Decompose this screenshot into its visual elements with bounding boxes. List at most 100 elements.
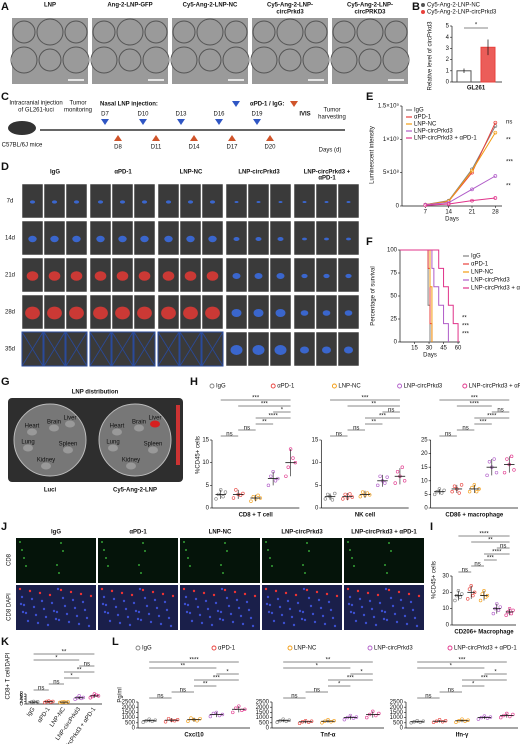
- y-tick-label: 1.5×10⁹: [378, 103, 400, 110]
- nucleus: [26, 619, 30, 623]
- survival-curve: [400, 249, 449, 342]
- sig-label: ns: [448, 687, 454, 693]
- nucleus: [136, 617, 140, 621]
- y-tick-label: 5×10⁸: [383, 169, 400, 176]
- dish-caption: Cy5-Ang-2-LNP: [113, 488, 157, 494]
- nucleus: [81, 600, 85, 604]
- luminescence: [73, 200, 80, 204]
- cd8-cell: [386, 572, 388, 574]
- nucleus: [362, 613, 366, 617]
- y-tick-label: 0: [206, 506, 210, 512]
- particle: [358, 48, 382, 72]
- nucleus: [243, 592, 247, 596]
- nucleus: [24, 611, 28, 615]
- nucleus: [368, 599, 372, 603]
- nucleus: [321, 614, 325, 618]
- luminescence: [345, 273, 352, 279]
- y-tick-label: 25: [390, 317, 397, 323]
- nucleus: [231, 620, 235, 624]
- particle: [304, 20, 328, 44]
- data-point: [343, 492, 347, 497]
- nucleus: [79, 592, 83, 596]
- legend-label: LNP-circPrkd3: [414, 129, 453, 135]
- day-label: D7: [101, 112, 109, 118]
- cd8-cell: [308, 550, 310, 552]
- luminescence: [50, 235, 59, 243]
- luminescence: [234, 201, 239, 203]
- legend-marker: [135, 645, 141, 651]
- cd8-cell: [144, 550, 146, 552]
- sig-label: **: [371, 401, 376, 407]
- nucleus: [169, 624, 173, 628]
- legend-label: IgG: [471, 254, 481, 260]
- sig-label: ***: [462, 324, 470, 330]
- nasal-marker: [253, 119, 261, 125]
- luminescence: [72, 235, 81, 243]
- nucleus: [391, 604, 395, 608]
- y-axis-label: %CD45+ cells: [432, 561, 438, 599]
- nucleus: [301, 610, 305, 614]
- nucleus: [349, 610, 353, 614]
- cd8-cell: [349, 549, 351, 551]
- data-point: [348, 492, 352, 496]
- apd1-marker: [266, 135, 274, 141]
- nucleus: [356, 589, 360, 593]
- y-axis-label: CD8+ T cell/DAPI: [6, 652, 12, 699]
- luminescence: [162, 271, 175, 281]
- data-point: [175, 717, 180, 722]
- legend-label: LNP-circPrkd3 + αPD-1: [414, 136, 477, 142]
- luminescence: [274, 345, 287, 355]
- nucleus: [118, 621, 122, 625]
- legend-label: LNP-circPrkd3 + αPD-1: [471, 286, 520, 292]
- image-caption: Cy5-Ang-2-LNP-: [267, 3, 313, 9]
- data-point: [402, 479, 407, 483]
- data-point: [511, 608, 515, 612]
- particle: [144, 20, 168, 44]
- y-tick-label: 0: [400, 726, 404, 732]
- luminescence: [302, 237, 307, 241]
- nucleus: [221, 618, 225, 622]
- luminescence: [301, 273, 308, 279]
- day-label: D20: [264, 145, 276, 151]
- nucleus: [208, 615, 212, 619]
- nucleus: [383, 610, 387, 614]
- data-point: [234, 488, 238, 492]
- sig-label: *: [316, 663, 319, 669]
- organ: [108, 444, 118, 452]
- group-label: LNP-circPrkd3: [281, 530, 323, 536]
- sig-label: ****: [487, 413, 497, 419]
- nucleus: [182, 587, 186, 591]
- sig-label: **: [62, 649, 67, 655]
- legend-label: LNP-circPrkd3: [471, 278, 510, 284]
- data-point: [90, 694, 95, 699]
- luminescence: [208, 235, 217, 243]
- nucleus: [77, 622, 81, 626]
- c-text: harvesting: [318, 115, 346, 121]
- y-tick-label: 1000: [256, 715, 270, 721]
- organ-label: Brain: [132, 420, 146, 426]
- cd8-cell: [56, 564, 58, 566]
- sig-label: **: [262, 419, 267, 425]
- x-axis-label: CD8 + T cell: [239, 513, 274, 519]
- y-tick-label: 3: [446, 46, 450, 52]
- nucleus: [69, 590, 73, 594]
- data-point: [504, 613, 508, 617]
- particle: [252, 20, 276, 44]
- nucleus: [30, 597, 34, 601]
- nucleus: [200, 621, 204, 625]
- group-label: LNP-NC: [180, 170, 203, 176]
- nucleus: [276, 597, 280, 601]
- y-tick-label: 0: [266, 726, 270, 732]
- particle: [92, 20, 116, 44]
- legend-marker: [462, 383, 468, 389]
- cd8-cell: [101, 541, 103, 543]
- cd8-cell: [265, 541, 267, 543]
- sig-label: **: [506, 138, 511, 144]
- data-point: [492, 457, 496, 461]
- particle: [332, 20, 356, 44]
- nucleus: [378, 601, 382, 605]
- panel-label: D: [1, 161, 9, 173]
- luminescence: [275, 309, 286, 317]
- y-tick-label: 10: [421, 478, 428, 484]
- series-line: [425, 175, 496, 206]
